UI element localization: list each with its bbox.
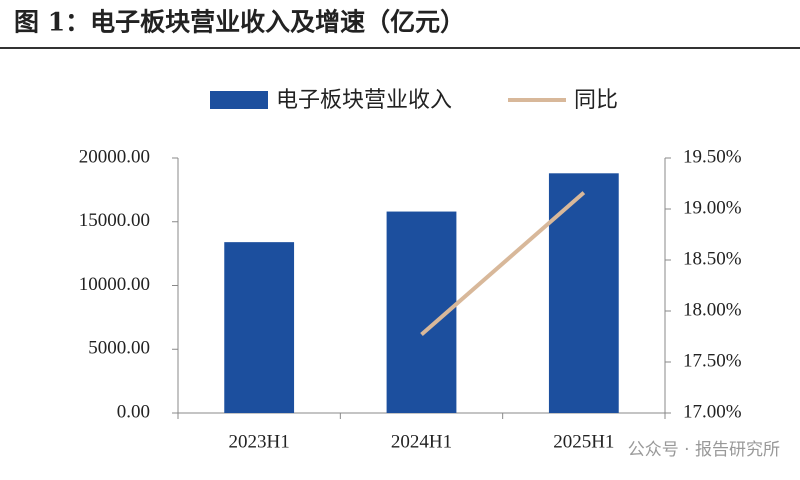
legend-label: 电子板块营业收入 [276, 88, 452, 113]
line [420, 191, 586, 336]
bar [224, 242, 295, 413]
bar [548, 173, 619, 413]
legend-label: 同比 [574, 88, 618, 113]
x-tick-label: 2024H1 [391, 431, 452, 452]
y2-tick-label: 19.50% [683, 146, 742, 167]
y2-tick-label: 17.50% [683, 350, 742, 371]
y-tick-label: 10000.00 [79, 274, 150, 295]
y-tick-label: 5000.00 [88, 338, 150, 359]
chart-title: 图 1：电子板块营业收入及增速（亿元） [14, 8, 465, 37]
y2-tick-label: 18.50% [683, 248, 742, 269]
x-tick-label: 2023H1 [229, 431, 290, 452]
y2-tick-label: 17.00% [683, 401, 742, 422]
y-tick-label: 20000.00 [79, 146, 150, 167]
watermark: 公众号 · 报告研究所 [628, 440, 780, 460]
legend-swatch [210, 91, 268, 109]
y2-tick-label: 19.00% [683, 197, 742, 218]
x-tick-label: 2025H1 [553, 431, 614, 452]
y-tick-label: 0.00 [117, 401, 150, 422]
y2-tick-label: 18.00% [683, 299, 742, 320]
y-tick-label: 15000.00 [79, 210, 150, 231]
